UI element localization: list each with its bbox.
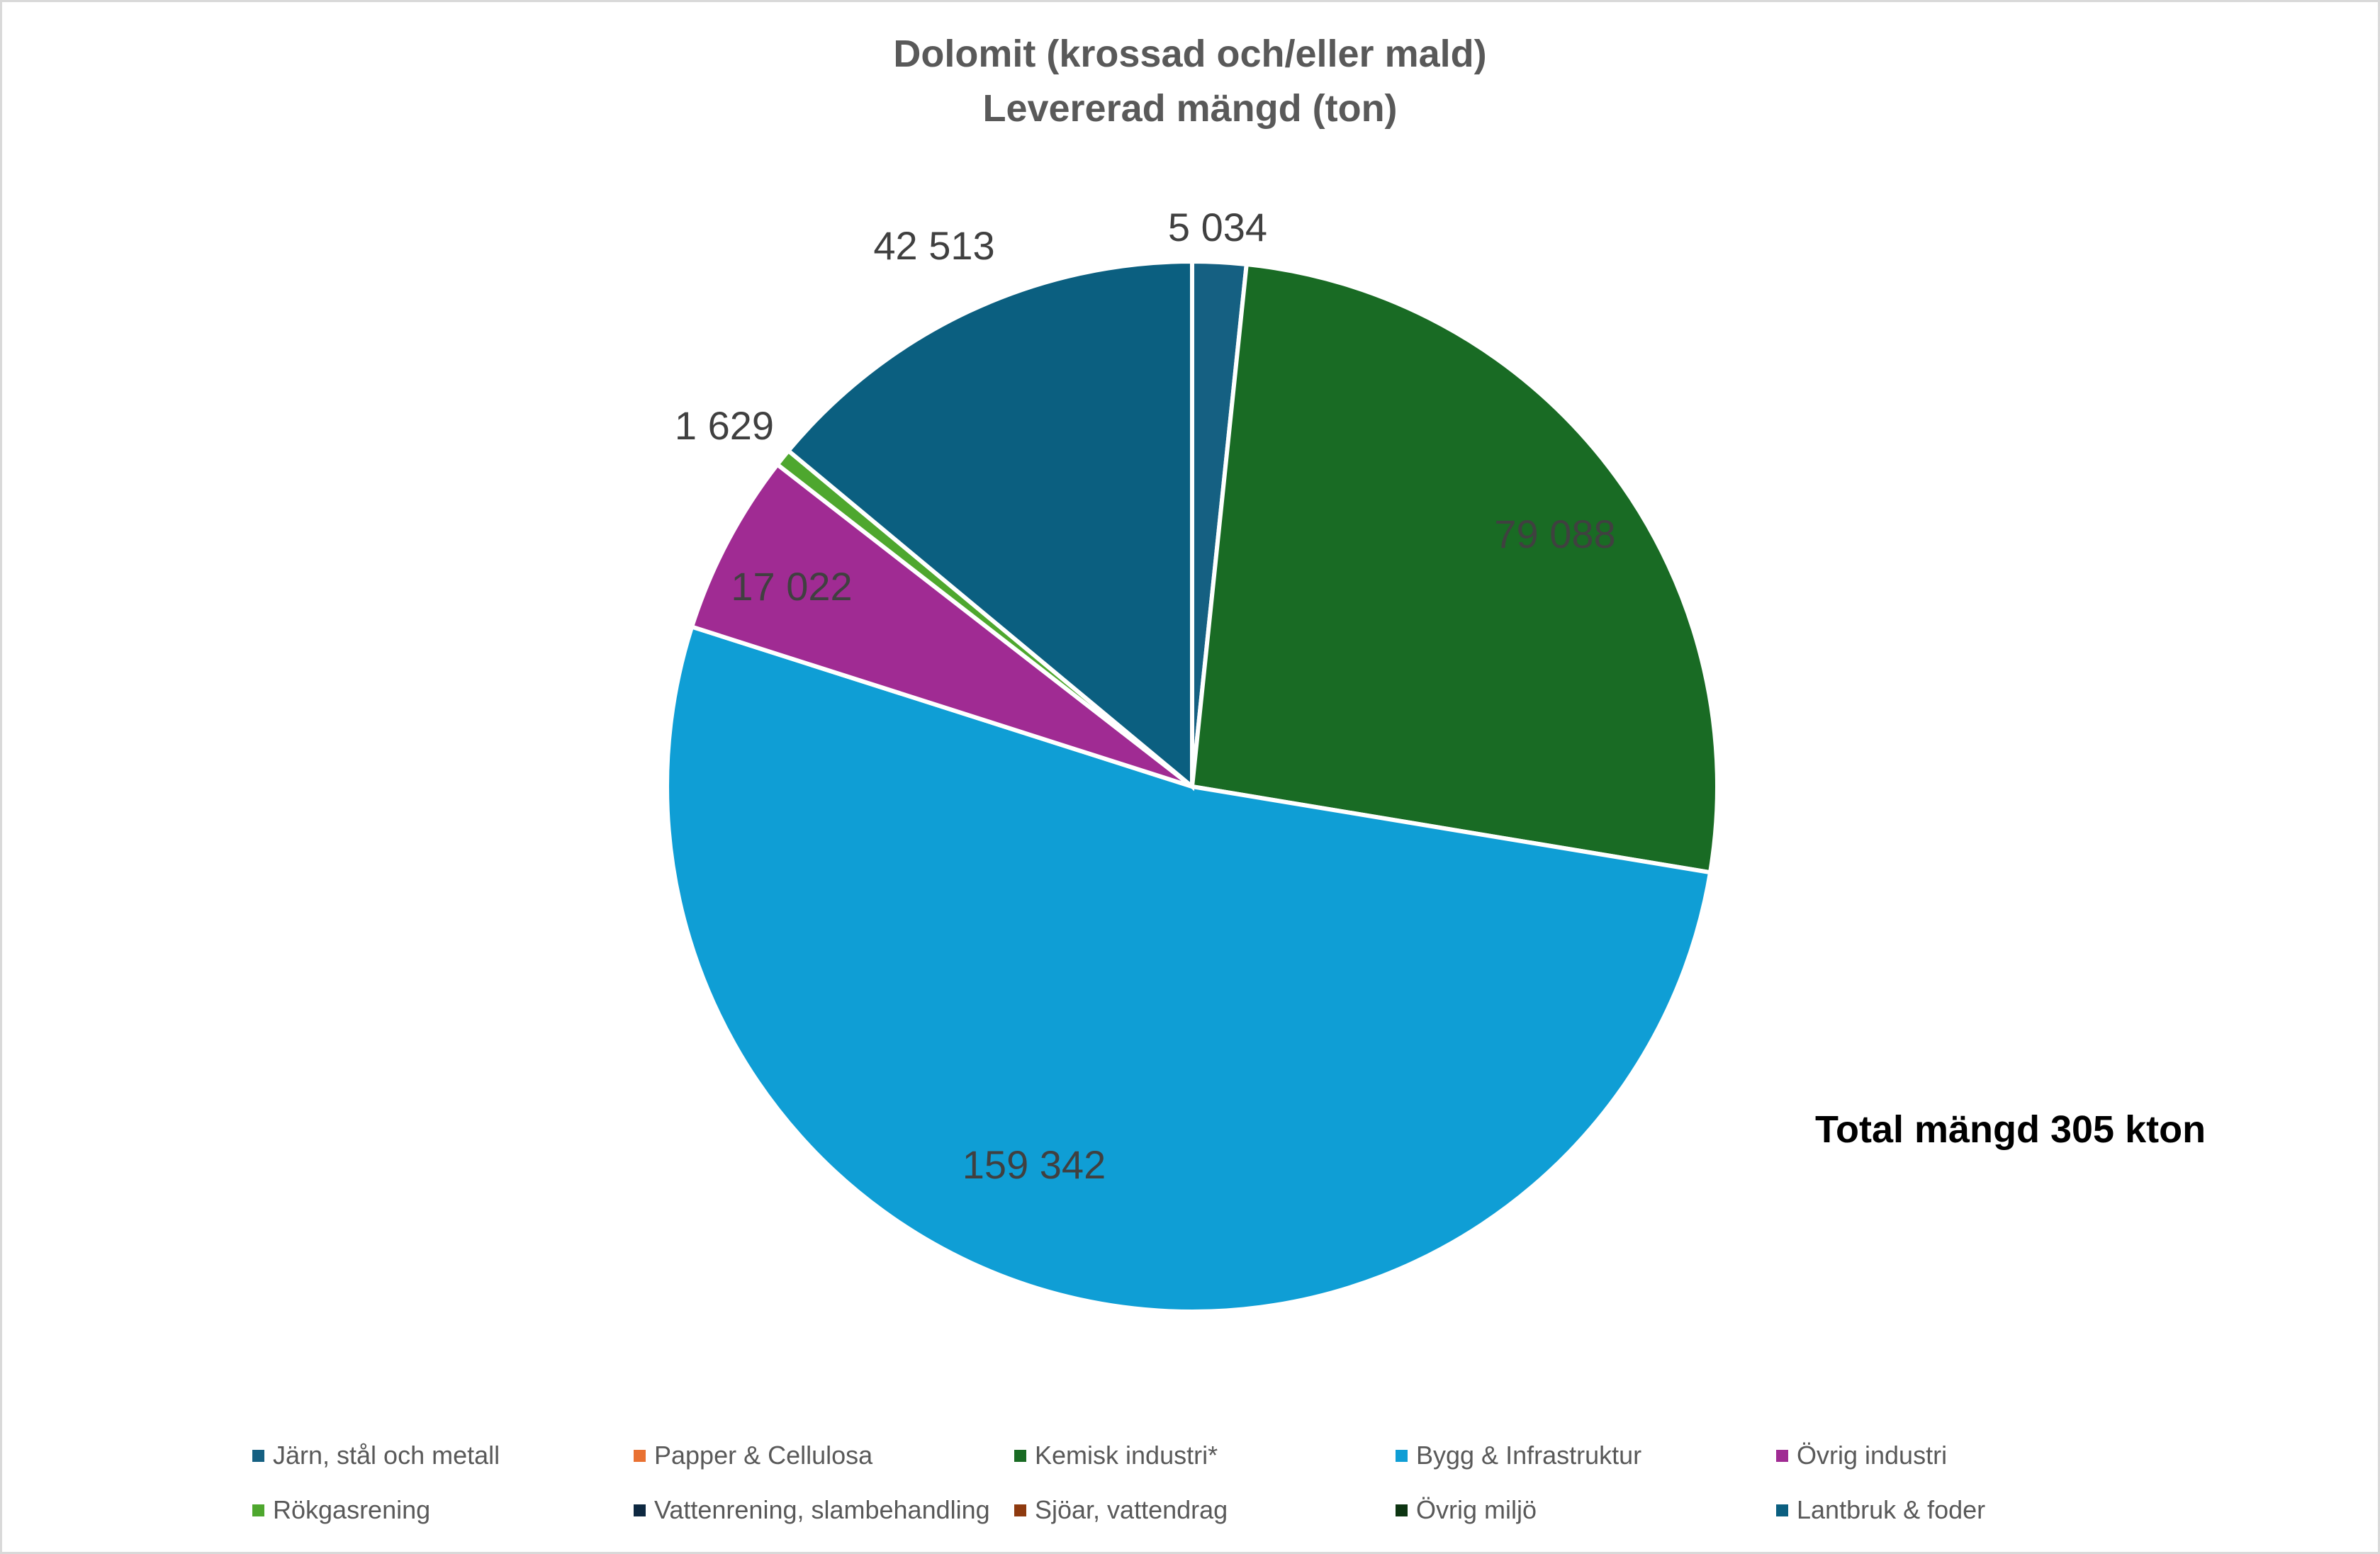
legend-label: Vattenrening, slambehandling	[654, 1495, 990, 1524]
legend-item: Övrig miljö	[1396, 1495, 1537, 1525]
legend-swatch	[1776, 1449, 1788, 1462]
legend-swatch	[252, 1504, 264, 1516]
legend-label: Kemisk industri*	[1035, 1441, 1218, 1470]
legend-label: Övrig miljö	[1416, 1495, 1537, 1524]
legend-item: Övrig industri	[1776, 1441, 1947, 1470]
legend-label: Bygg & Infrastruktur	[1416, 1441, 1642, 1470]
legend-swatch	[1396, 1504, 1408, 1516]
data-label: 5 034	[1168, 205, 1267, 249]
legend-item: Lantbruk & foder	[1776, 1495, 1985, 1525]
legend-swatch	[1014, 1504, 1026, 1516]
legend-item: Järn, stål och metall	[252, 1441, 500, 1470]
legend-label: Papper & Cellulosa	[654, 1441, 873, 1470]
legend-label: Sjöar, vattendrag	[1035, 1495, 1228, 1524]
legend-swatch	[634, 1504, 646, 1516]
chart-title-line-1: Dolomit (krossad och/eller mald)	[893, 33, 1487, 75]
legend-item: Bygg & Infrastruktur	[1396, 1441, 1641, 1470]
total-annotation: Total mängd 305 kton	[1815, 1108, 2206, 1151]
legend-swatch	[1776, 1504, 1788, 1516]
legend-label: Rökgasrening	[273, 1495, 431, 1524]
pie-slice-4	[689, 461, 1194, 789]
legend-item: Papper & Cellulosa	[634, 1441, 872, 1470]
legend-swatch	[634, 1449, 646, 1462]
legend-swatch	[252, 1449, 264, 1462]
chart-title-line-2: Levererad mängd (ton)	[982, 87, 1398, 130]
pie-slice-2	[1189, 261, 1719, 875]
legend-label: Järn, stål och metall	[273, 1441, 500, 1470]
legend-item: Sjöar, vattendrag	[1014, 1495, 1228, 1525]
legend-swatch	[1396, 1449, 1408, 1462]
legend-item: Kemisk industri*	[1014, 1441, 1218, 1470]
legend-label: Lantbruk & foder	[1797, 1495, 1986, 1524]
data-label: 17 022	[731, 564, 852, 609]
legend-label: Övrig industri	[1797, 1441, 1948, 1470]
legend-item: Rökgasrening	[252, 1495, 430, 1525]
data-label: 79 088	[1494, 512, 1615, 556]
pie-slice-3	[665, 624, 1713, 1314]
pie-slice-9	[785, 259, 1194, 792]
data-label: 1 629	[675, 403, 774, 448]
legend-item: Vattenrening, slambehandling	[634, 1495, 990, 1525]
data-label: 159 342	[962, 1142, 1106, 1187]
legend-swatch	[1014, 1449, 1026, 1462]
data-label: 42 513	[873, 223, 994, 268]
